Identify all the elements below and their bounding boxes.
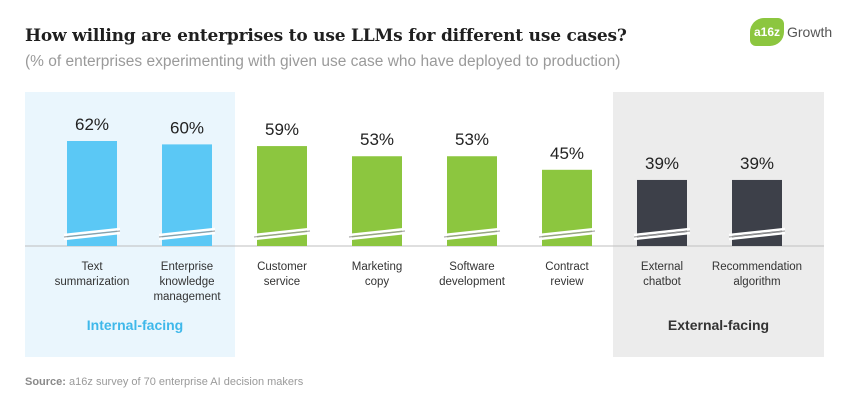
category-label-line: summarization [55,276,130,288]
axis-break-5-b [538,231,596,241]
chart-subtitle: (% of enterprises experimenting with giv… [25,53,621,70]
axis-break-6-c [633,230,691,238]
axis-break-2-a [253,227,311,237]
category-label-line: Recommendation [712,261,802,273]
group-label-0: Internal-facing [87,317,183,333]
category-label-line: External [641,261,683,273]
value-label-1: 60% [170,118,204,137]
category-label-line: Enterprise [161,261,213,273]
axis-break-3-a [348,227,406,237]
axis-break-2-c [253,230,311,238]
axis-break-1-b [158,231,216,241]
category-label-5: Contract review [545,261,589,288]
axis-break-0-a [63,227,121,237]
source-label: Source: [25,376,66,388]
category-label-4: Software development [439,261,506,288]
value-label-0: 62% [75,115,109,134]
category-label-3: Marketing copy [352,261,403,288]
category-label-line: copy [365,276,390,288]
category-label-line: Contract [545,261,589,273]
category-label-line: Software [449,261,494,273]
axis-break-1-a [158,227,216,237]
logo-badge: a16z [750,18,784,46]
category-label-line: service [264,276,300,288]
axis-break-4-c [443,230,501,238]
axis-break-7-c [728,230,786,238]
category-label-line: Text [81,261,103,273]
value-label-4: 53% [455,130,489,149]
axis-break-0-c [63,230,121,238]
chart-title: How willing are enterprises to use LLMs … [25,26,627,46]
category-label-line: knowledge [160,276,215,288]
source-note: Source: a16z survey of 70 enterprise AI … [25,376,303,388]
axis-break-5-a [538,227,596,237]
category-label-2: Customer service [257,261,307,288]
category-label-line: development [439,276,506,288]
logo-text: Growth [787,24,833,40]
bar-0 [67,141,117,246]
category-label-6: External chatbot [641,261,683,288]
axis-break-6-b [633,231,691,241]
source-text: a16z survey of 70 enterprise AI decision… [69,376,304,388]
axis-break-5-c [538,230,596,238]
axis-break-1-c [158,230,216,238]
value-label-5: 45% [550,144,584,163]
axis-break-3-b [348,231,406,241]
axis-break-3-c [348,230,406,238]
group-label-2: External-facing [668,317,769,333]
a16z-growth-logo: a16z Growth [750,18,832,46]
category-label-1: Enterprise knowledge management [153,261,221,303]
axis-break-4-b [443,231,501,241]
category-label-0: Text summarization [55,261,130,288]
category-label-7: Recommendation algorithm [712,261,802,288]
value-label-6: 39% [645,154,679,173]
value-label-2: 59% [265,120,299,139]
axis-break-6-a [633,227,691,237]
category-label-line: Marketing [352,261,403,273]
category-label-line: Customer [257,261,307,273]
category-label-line: chatbot [643,276,682,288]
axis-break-2-b [253,231,311,241]
value-label-7: 39% [740,154,774,173]
axis-break-4-a [443,227,501,237]
value-label-3: 53% [360,130,394,149]
axis-break-7-b [728,231,786,241]
category-label-line: review [550,276,584,288]
category-label-line: management [153,291,221,303]
category-label-line: algorithm [733,276,780,288]
axis-break-7-a [728,227,786,237]
axis-break-0-b [63,231,121,241]
